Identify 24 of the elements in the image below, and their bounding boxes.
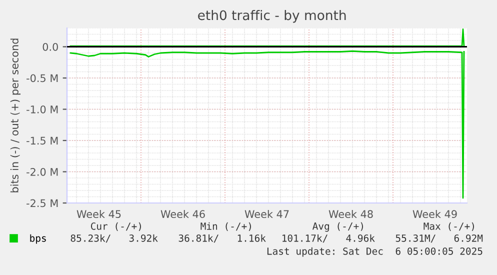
text: Avg (-/+) [312, 222, 363, 232]
line-series [70, 50, 465, 199]
text: Last update: Sat Dec 6 05:00:05 2025 [267, 247, 482, 257]
text: Cur (-/+) [90, 222, 141, 231]
y-tick-label: -2.5 M [26, 199, 58, 208]
y-tick-label: -1.5 M [26, 136, 58, 145]
y-tick-label: 0.0 [42, 42, 58, 51]
chart-title: eth0 traffic - by month [198, 10, 346, 23]
x-tick-label: Week 45 [76, 210, 121, 218]
x-tick-label: Week 49 [412, 210, 457, 218]
x-tick-label: Week 46 [160, 210, 205, 218]
y-tick-label: -1.0 M [26, 105, 58, 114]
text: Max (-/+) [424, 222, 474, 231]
x-tick-label: Week 47 [244, 210, 289, 218]
text: 85.23k/ 3.92k [70, 234, 158, 243]
legend-label: bps [30, 234, 46, 244]
y-tick-label: -0.5 M [26, 74, 58, 82]
text: 55.31M/ 6.92M [396, 234, 483, 243]
y-axis-title: bits in (-) / out (+) per second [10, 38, 20, 192]
text: 36.81k/ 1.16k [178, 234, 266, 243]
x-tick-label: Week 48 [328, 210, 373, 218]
text: Min (-/+) [200, 222, 251, 231]
y-tick-label: -2.0 M [26, 168, 58, 176]
text: 101.17k/ 4.96k [282, 234, 375, 243]
